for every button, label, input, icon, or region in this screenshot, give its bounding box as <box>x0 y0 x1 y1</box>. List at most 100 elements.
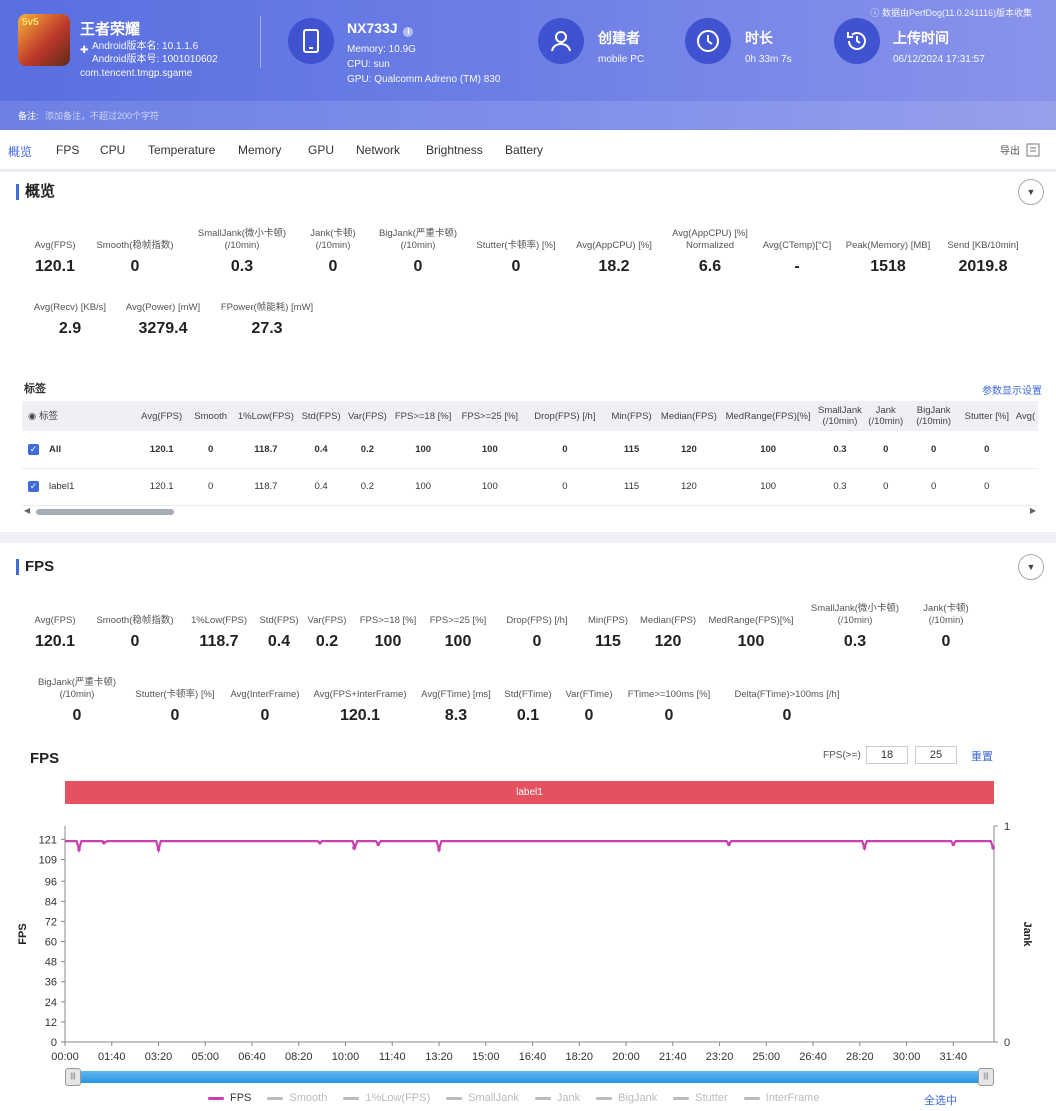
metric-value: 0 <box>130 258 140 275</box>
legend-item[interactable]: Stutter <box>673 1092 728 1104</box>
column-header-label: Jank (/10min) <box>868 405 904 427</box>
note-input[interactable]: 添加备注，不超过200个字符 <box>45 111 160 121</box>
slider-left-handle[interactable]: ||| <box>65 1068 81 1086</box>
overview-title: 概览 <box>16 184 55 200</box>
column-header-label: Smooth <box>194 410 228 422</box>
x-tick-label: 23:20 <box>706 1051 734 1063</box>
select-all-link[interactable]: 全选中 <box>924 1095 957 1107</box>
info-icon[interactable]: i <box>403 27 414 37</box>
threshold-input-1[interactable]: 18 <box>866 746 908 764</box>
label-segment-bar[interactable]: label1 <box>65 781 994 804</box>
row-checkbox[interactable]: ✓ <box>28 481 39 492</box>
column-header[interactable]: 1%Low(FPS) <box>234 401 298 431</box>
slider-right-handle[interactable]: ||| <box>978 1068 994 1086</box>
y-axis-label: FPS <box>17 923 29 944</box>
legend-item[interactable]: 1%Low(FPS) <box>343 1092 430 1104</box>
metric-item: Avg(CTemp)[°C] - <box>737 228 857 276</box>
table-row[interactable]: ✓ label1 120.1 0 118.7 0.4 0.2 100 100 0 115 120 100… <box>22 468 1038 506</box>
scroll-thumb[interactable] <box>36 509 174 515</box>
metric-item: Peak(Memory) [MB] 1518 <box>828 228 948 276</box>
column-header-label: Avg(FPS) <box>141 410 183 422</box>
scroll-right-icon[interactable]: ▶ <box>1029 506 1036 515</box>
table-cell: 118.7 <box>234 431 298 469</box>
slider-track[interactable] <box>75 1071 984 1083</box>
eye-icon[interactable]: ◉ <box>28 410 39 422</box>
x-tick-label: 08:20 <box>285 1051 313 1063</box>
metric-value: 18.2 <box>598 258 630 275</box>
tab-battery[interactable]: Battery <box>505 143 544 157</box>
user-icon <box>538 18 584 64</box>
legend-item[interactable]: FPS <box>208 1092 251 1104</box>
collapse-overview-button[interactable]: ▼ <box>1018 179 1044 205</box>
metric-label: Peak(Memory) [MB] <box>845 240 931 251</box>
legend-item[interactable]: BigJank <box>596 1092 657 1104</box>
fps-dip-point <box>727 842 731 847</box>
metric-item: Var(FPS) 0.2 <box>267 603 387 651</box>
column-header[interactable]: Jank (/10min) <box>864 401 907 431</box>
upload-time-value: 06/12/2024 17:31:57 <box>893 54 985 65</box>
column-header[interactable]: Avg( <box>1012 401 1038 431</box>
display-settings-link[interactable]: 参数显示设置 <box>982 386 1042 397</box>
tab-temperature[interactable]: Temperature <box>148 143 216 157</box>
tab-cpu[interactable]: CPU <box>100 143 126 157</box>
column-header[interactable]: BigJank (/10min) <box>906 401 961 431</box>
column-header[interactable]: Median(FPS) <box>656 401 722 431</box>
legend-item[interactable]: InterFrame <box>743 1092 819 1104</box>
collapse-fps-button[interactable]: ▼ <box>1018 554 1044 580</box>
legend-label: Stutter <box>695 1092 728 1104</box>
metric-value: 3279.4 <box>138 320 188 337</box>
y-tick-label: 84 <box>45 896 57 908</box>
metric-label: BigJank(严重卡顿) (/10min) <box>378 228 458 251</box>
column-header[interactable]: Stutter [%] <box>960 401 1013 431</box>
column-header[interactable]: Avg(FPS) <box>136 401 187 431</box>
legend-item[interactable]: SmallJank <box>446 1092 519 1104</box>
metric-item: Jank(卡顿) (/10min) 0 <box>273 228 393 276</box>
tab-fps[interactable]: FPS <box>56 143 80 157</box>
metric-label: FPower(帧能耗) [mW] <box>220 302 314 313</box>
app-name: 王者荣耀 <box>80 21 141 38</box>
column-header[interactable]: ◉ 标签 <box>22 401 137 431</box>
column-header[interactable]: Smooth <box>186 401 235 431</box>
column-header[interactable]: FPS>=25 [%] <box>456 401 524 431</box>
column-header[interactable]: Drop(FPS) [/h] <box>523 401 607 431</box>
metric-label: Send [KB/10min] <box>947 240 1019 251</box>
metric-item: SmallJank(微小卡顿) (/10min) 0.3 <box>795 603 915 651</box>
metric-value: 0.2 <box>315 633 339 650</box>
export-button[interactable]: 导出 <box>1000 142 1040 157</box>
metric-value: 0 <box>260 707 270 724</box>
scroll-left-icon[interactable]: ◀ <box>24 506 31 515</box>
column-header[interactable]: FPS>=18 [%] <box>389 401 457 431</box>
column-header-label: Std(FPS) <box>301 410 341 422</box>
tab-network[interactable]: Network <box>356 143 401 157</box>
tab-brightness[interactable]: Brightness <box>426 143 483 157</box>
x-tick-label: 06:40 <box>238 1051 266 1063</box>
metric-value: 120.1 <box>34 258 76 275</box>
metric-value: 100 <box>374 633 402 650</box>
y-tick-label: 60 <box>45 937 57 949</box>
app-package: com.tencent.tmgp.sgame <box>80 68 193 79</box>
table-hscrollbar[interactable]: ◀ ▶ <box>22 506 1038 518</box>
tab-overview[interactable]: 概览 <box>8 145 33 159</box>
legend-item[interactable]: Jank <box>534 1092 580 1104</box>
time-range-slider[interactable]: ||| ||| <box>65 1068 994 1086</box>
column-header[interactable]: MedRange(FPS)[%] <box>721 401 816 431</box>
tab-gpu[interactable]: GPU <box>308 143 335 157</box>
threshold-input-2[interactable]: 25 <box>915 746 957 764</box>
table-row[interactable]: ✓ All 120.1 0 118.7 0.4 0.2 100 100 0 115 120 100 0.3… <box>22 431 1038 469</box>
y-tick-label: 12 <box>45 1017 57 1029</box>
column-header[interactable]: Var(FPS) <box>345 401 390 431</box>
y-tick-label: 72 <box>45 916 57 928</box>
column-header[interactable]: SmallJank (/10min) <box>815 401 865 431</box>
legend-label: Smooth <box>289 1092 328 1104</box>
legend-label: 1%Low(FPS) <box>365 1092 431 1104</box>
column-header[interactable]: Std(FPS) <box>297 401 346 431</box>
column-header[interactable]: Min(FPS) <box>606 401 657 431</box>
tab-memory[interactable]: Memory <box>238 143 282 157</box>
row-checkbox[interactable]: ✓ <box>28 443 39 455</box>
reset-link[interactable]: 重置 <box>971 751 993 763</box>
legend-swatch <box>673 1096 690 1100</box>
y-tick-label: 109 <box>39 854 57 866</box>
fps-line-chart[interactable]: 0 12 24 36 48 60 72 84 96 109 121 0 1 00:00 01:40 03:20… <box>0 814 1056 1064</box>
fps-dip-point <box>156 847 161 852</box>
legend-item[interactable]: Smooth <box>267 1092 327 1104</box>
